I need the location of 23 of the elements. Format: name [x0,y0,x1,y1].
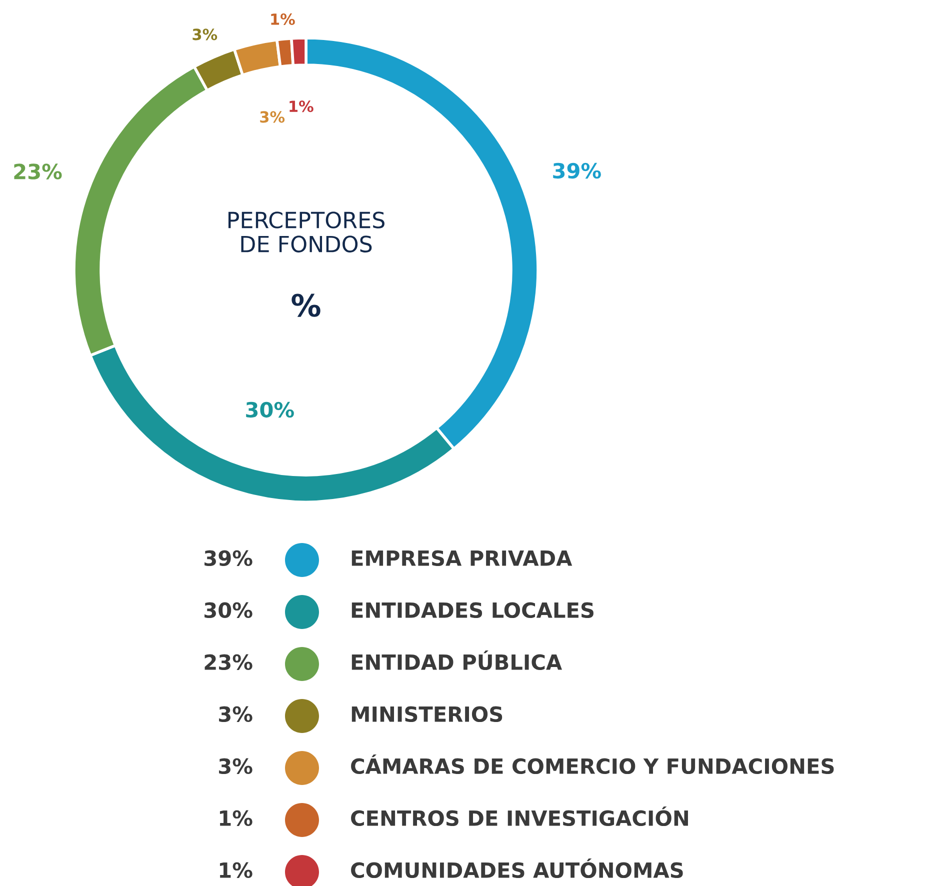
text: 23% [204,654,252,670]
text: 3% [219,758,252,774]
text: 1% [220,862,252,878]
data-label: 30% [246,402,294,418]
data-label: 1% [271,13,295,25]
legend-label: EMPRESA PRIVADA [352,550,572,566]
text: % [292,294,320,317]
legend-label: ENTIDADES LOCALES [352,602,594,618]
data-label: 3% [192,28,218,40]
legend-label: ENTIDAD PÚBLICA [352,650,562,670]
text: PERCEPTORES DE FONDOS [228,212,384,252]
legend-label: COMUNIDADES AUTÓNOMAS [351,858,683,878]
data-label: 1% [290,100,314,112]
data-label: 23% [14,164,62,180]
data-label: 39% [553,162,601,179]
text: 3% [219,706,252,722]
legend-label: MINISTERIOS [352,706,502,722]
legend-label: CÁMARAS DE COMERCIO Y FUNDACIONES [351,754,834,774]
legend-label: CENTROS DE INVESTIGACIÓN [351,806,688,826]
data-label: 3% [260,111,285,123]
text: 1% [220,810,252,826]
text: 39% [204,550,252,566]
text: 30% [204,602,252,618]
